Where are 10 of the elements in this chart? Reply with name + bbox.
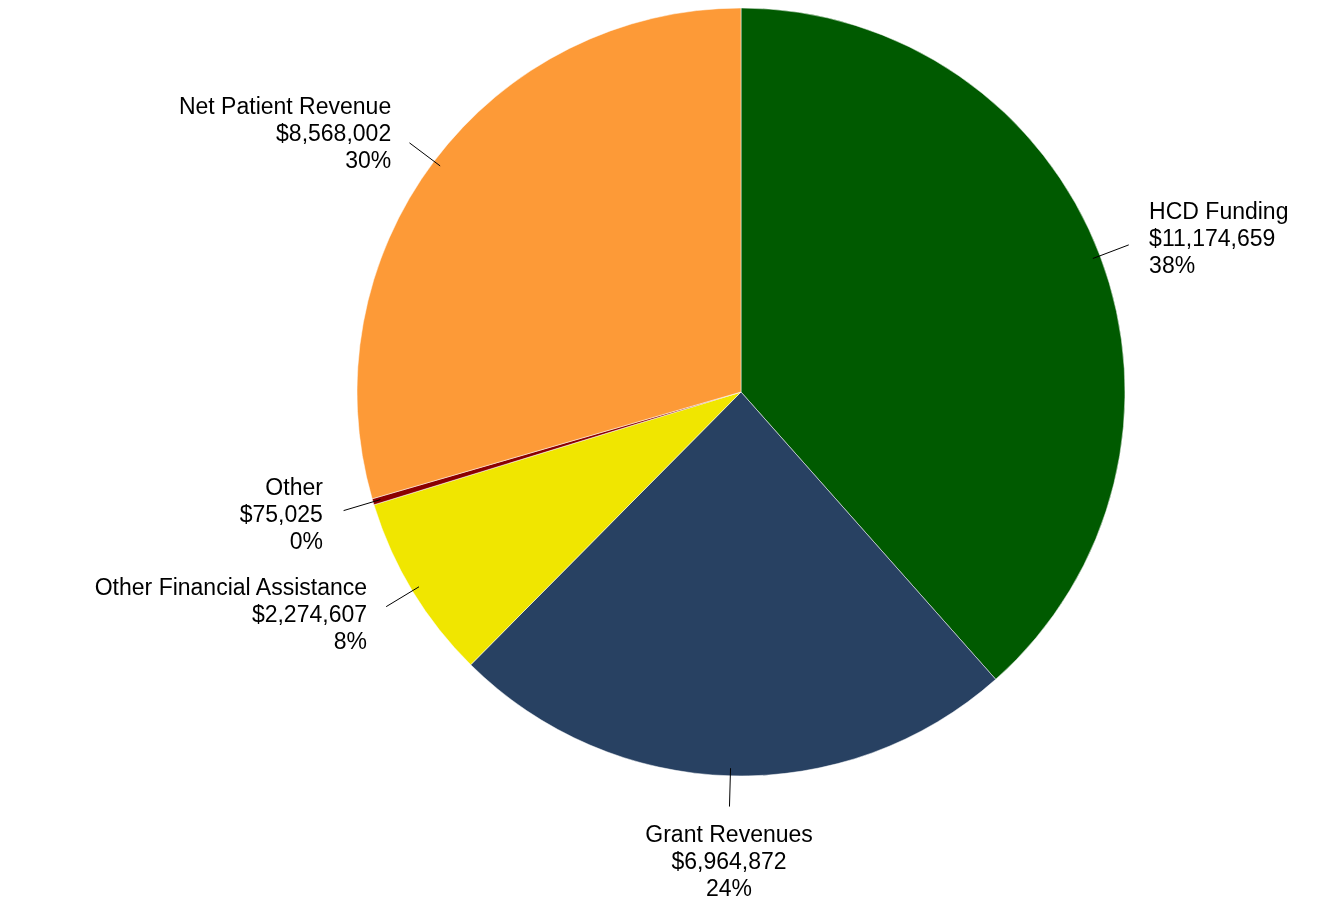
slice-label: Grant Revenues (645, 821, 813, 848)
slice-label: HCD Funding (1149, 198, 1289, 225)
data-label: $8,568,002 30% (276, 119, 392, 173)
data-label: $6,964,872 24% (671, 848, 787, 902)
data-label: $75,025 0% (239, 500, 323, 554)
data-label: $11,174,659 38% (1149, 225, 1276, 279)
slice-label: Other Financial Assistance (94, 573, 368, 600)
data-label: $2,274,607 8% (251, 600, 368, 654)
slice-label: Other (265, 473, 324, 500)
slice-label: Net Patient Revenue (178, 92, 392, 119)
